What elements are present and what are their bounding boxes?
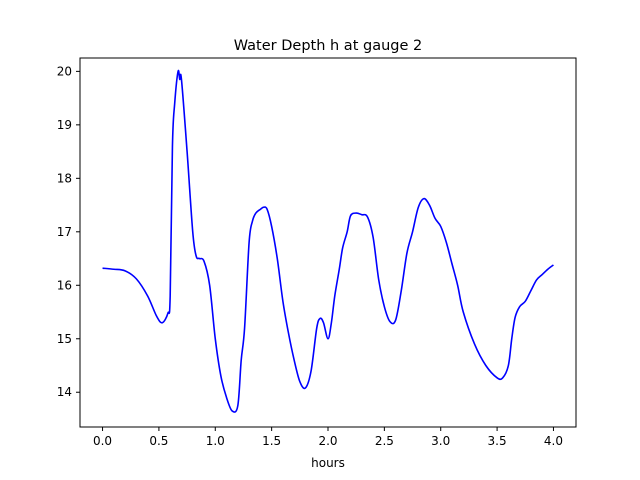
y-tick-label: 20 xyxy=(57,64,72,78)
y-tick-label: 17 xyxy=(57,225,72,239)
y-tick-label: 14 xyxy=(57,385,72,399)
plot-area xyxy=(102,69,554,413)
y-tick-label: 18 xyxy=(57,171,72,185)
x-tick-label: 3.0 xyxy=(431,434,450,448)
y-tick-label: 19 xyxy=(57,118,72,132)
x-axis-label: hours xyxy=(311,456,345,470)
x-tick-label: 1.0 xyxy=(206,434,225,448)
x-tick-label: 2.0 xyxy=(318,434,337,448)
x-tick-label: 2.5 xyxy=(375,434,394,448)
chart-title: Water Depth h at gauge 2 xyxy=(234,38,422,54)
y-axis: 14 15 16 17 18 19 20 xyxy=(57,64,80,399)
x-tick-label: 0.0 xyxy=(93,434,112,448)
x-axis: 0.0 0.5 1.0 1.5 2.0 2.5 3.0 3.5 4.0 xyxy=(93,427,563,448)
y-tick-label: 16 xyxy=(57,278,72,292)
y-tick-label: 15 xyxy=(57,332,72,346)
plot-frame xyxy=(79,57,577,428)
x-tick-label: 0.5 xyxy=(149,434,168,448)
x-tick-label: 4.0 xyxy=(544,434,563,448)
x-tick-label: 1.5 xyxy=(262,434,281,448)
x-tick-label: 3.5 xyxy=(488,434,507,448)
series-line-0 xyxy=(102,69,554,413)
